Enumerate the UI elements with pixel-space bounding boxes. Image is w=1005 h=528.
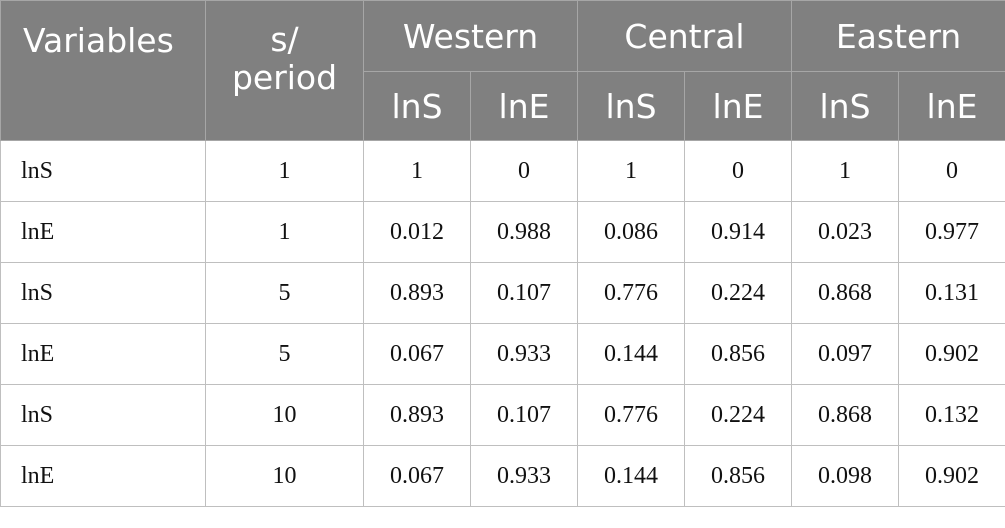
table-row: lnS 5 0.893 0.107 0.776 0.224 0.868 0.131 <box>0 262 1005 324</box>
table-cell: 0.067 <box>363 445 471 507</box>
table-row: lnS 10 0.893 0.107 0.776 0.224 0.868 0.132 <box>0 384 1005 446</box>
sub-header: lnS <box>577 71 685 141</box>
header-cell: Variables <box>0 0 206 141</box>
sub-header: lnE <box>898 71 1005 141</box>
table-cell: 0.856 <box>683 445 793 507</box>
table-cell: 0 <box>470 140 578 202</box>
table-cell: 0.776 <box>577 384 685 446</box>
header-row: lnS lnE lnS lnE lnS lnE <box>1 71 1005 141</box>
table-cell: 0.902 <box>898 323 1005 385</box>
table-row: lnE 10 0.067 0.933 0.144 0.856 0.098 0.902 <box>0 445 1005 507</box>
table-cell: 0.933 <box>470 445 578 507</box>
table-cell: 1 <box>791 140 900 202</box>
group-header: Western <box>363 0 578 72</box>
data-table: Variables s/ period Western Central Easter… <box>0 0 1005 507</box>
table-cell: 0.933 <box>470 323 578 385</box>
table-cell: 5 <box>205 262 364 324</box>
table-cell: 0.893 <box>363 384 471 446</box>
table-cell: 0 <box>683 140 793 202</box>
group-header: Eastern <box>791 0 1005 72</box>
table-cell: 0.086 <box>577 201 685 263</box>
table-cell: 0.067 <box>363 323 471 385</box>
table-cell: 0.012 <box>363 201 471 263</box>
table-body: lnS 1 1 0 1 0 1 0 lnE 1 0.012 0.988 0.086 0.914 0.023 0… <box>0 140 1005 507</box>
table-cell: 0.131 <box>898 262 1005 324</box>
table-row: lnS 1 1 0 1 0 1 0 <box>0 140 1005 202</box>
sub-header: lnS <box>363 71 471 141</box>
table-cell: 0.132 <box>898 384 1005 446</box>
table-cell: 0.914 <box>683 201 793 263</box>
table-cell: 0.144 <box>577 445 685 507</box>
table-row: lnE 5 0.067 0.933 0.144 0.856 0.097 0.902 <box>0 323 1005 385</box>
table-cell: 10 <box>205 445 364 507</box>
table-cell: 1 <box>205 201 364 263</box>
table-cell: 0.023 <box>791 201 900 263</box>
sub-header: lnE <box>683 71 793 141</box>
group-header: Central <box>576 0 793 72</box>
sub-header: lnE <box>470 71 578 141</box>
table-cell: lnE <box>0 201 206 263</box>
table-cell: 0.856 <box>683 323 793 385</box>
table-cell: 0.988 <box>470 201 578 263</box>
table-cell: 1 <box>205 140 364 202</box>
sub-header: lnS <box>791 71 900 141</box>
table-cell: 0.097 <box>791 323 900 385</box>
table-cell: 0.893 <box>363 262 471 324</box>
table-cell: lnS <box>0 384 206 446</box>
header-text: period <box>231 58 338 97</box>
table-cell: 0.224 <box>683 262 793 324</box>
table-cell: 0.902 <box>898 445 1005 507</box>
header-text: s/ <box>270 20 299 59</box>
table-cell: 0.107 <box>470 384 578 446</box>
header-row: Variables s/ period Western Central Easter… <box>0 0 1005 141</box>
table-cell: 0.107 <box>470 262 578 324</box>
table-cell: 1 <box>363 140 471 202</box>
table-cell: lnS <box>0 262 206 324</box>
table-cell: 1 <box>577 140 685 202</box>
table-cell: lnS <box>0 140 206 202</box>
table-cell: 0.776 <box>577 262 685 324</box>
table-cell: 0.098 <box>791 445 900 507</box>
table-cell: 0.868 <box>791 262 900 324</box>
table-cell: 5 <box>205 323 364 385</box>
table-cell: lnE <box>0 445 206 507</box>
table-cell: 0.144 <box>577 323 685 385</box>
table-cell: 0.868 <box>791 384 900 446</box>
table-cell: 10 <box>205 384 364 446</box>
table-row: lnE 1 0.012 0.988 0.086 0.914 0.023 0.977 <box>0 201 1005 263</box>
table-cell: 0 <box>898 140 1005 202</box>
table-cell: 0.977 <box>898 201 1005 263</box>
table-cell: 0.224 <box>683 384 793 446</box>
header-cell: s/ period <box>205 0 364 141</box>
table-cell: lnE <box>0 323 206 385</box>
